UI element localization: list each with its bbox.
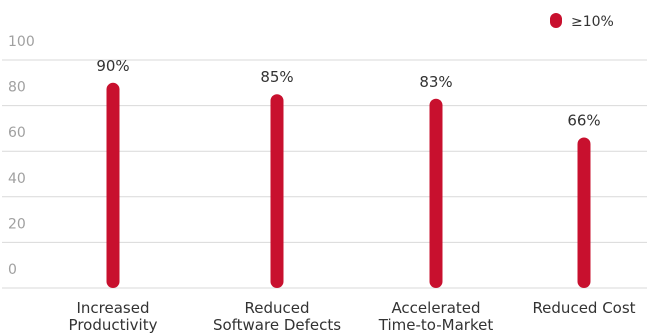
x-tick-label: Reduced bbox=[244, 299, 309, 317]
bar bbox=[106, 82, 120, 288]
x-tick-label: Software Defects bbox=[213, 316, 341, 334]
y-tick-label: 0 bbox=[8, 262, 17, 278]
y-tick-label: 60 bbox=[8, 125, 26, 141]
legend-label: ≥10% bbox=[571, 14, 614, 30]
legend-swatch bbox=[550, 13, 562, 28]
y-tick-label: 20 bbox=[8, 216, 26, 232]
x-tick-label: Reduced Cost bbox=[532, 299, 635, 317]
data-label: 83% bbox=[419, 73, 452, 91]
data-label: 85% bbox=[260, 68, 293, 86]
data-label: 90% bbox=[96, 57, 129, 75]
data-labels: 90% 85% 83% 66% bbox=[96, 57, 600, 130]
x-tick-label: Productivity bbox=[69, 316, 158, 334]
data-label: 66% bbox=[567, 112, 600, 130]
y-tick-label: 80 bbox=[8, 80, 26, 96]
x-tick-label: Increased bbox=[76, 299, 149, 317]
gridlines bbox=[2, 59, 647, 289]
bar bbox=[429, 98, 443, 288]
bars bbox=[106, 82, 591, 288]
x-tick-label: Time-to-Market bbox=[378, 316, 494, 334]
bar bbox=[577, 137, 591, 288]
y-axis-ticks: 0 20 40 60 80 100 bbox=[8, 34, 35, 278]
legend: ≥10% bbox=[550, 13, 614, 30]
x-tick-label: Accelerated bbox=[391, 299, 480, 317]
y-tick-label: 100 bbox=[8, 34, 35, 50]
y-tick-label: 40 bbox=[8, 171, 26, 187]
bar bbox=[270, 94, 284, 288]
